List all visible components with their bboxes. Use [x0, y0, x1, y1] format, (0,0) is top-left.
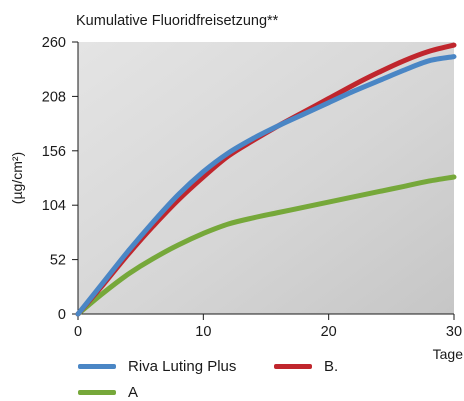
series-lines — [75, 42, 457, 317]
y-tick-label: 104 — [42, 198, 66, 214]
legend-item-b: B. — [274, 358, 338, 375]
plot-area — [78, 42, 454, 314]
series-line-riva-luting-plus — [75, 54, 457, 317]
x-tick-label: 10 — [195, 324, 211, 340]
y-tick-label: 156 — [42, 144, 66, 160]
axes: 0 52 104 156 208 260 0 10 20 30 — [42, 35, 462, 340]
y-tick-label: 260 — [42, 35, 66, 51]
legend-label-riva-luting-plus: Riva Luting Plus — [128, 358, 237, 375]
legend-label-b: B. — [324, 358, 339, 375]
legend-swatch-a — [78, 390, 116, 395]
legend-item-a: A — [78, 384, 138, 401]
y-tick-label: 52 — [50, 253, 66, 269]
x-tick-label: 0 — [74, 324, 82, 340]
legend-item-riva-luting-plus: Riva Luting Plus — [78, 358, 236, 375]
x-tick-label: 30 — [446, 324, 462, 340]
x-axis-label: Tage — [433, 346, 464, 362]
y-tick-label: 208 — [42, 89, 66, 105]
y-axis-label: (µg/cm²) — [9, 152, 25, 204]
legend-swatch-riva-luting-plus — [78, 364, 116, 369]
series-line-a — [75, 174, 457, 317]
y-tick-label: 0 — [58, 307, 66, 323]
legend-label-a: A — [128, 384, 139, 401]
chart-title: Kumulative Fluoridfreisetzung** — [76, 13, 279, 29]
x-tick-label: 20 — [321, 324, 337, 340]
legend-swatch-b — [274, 364, 312, 369]
